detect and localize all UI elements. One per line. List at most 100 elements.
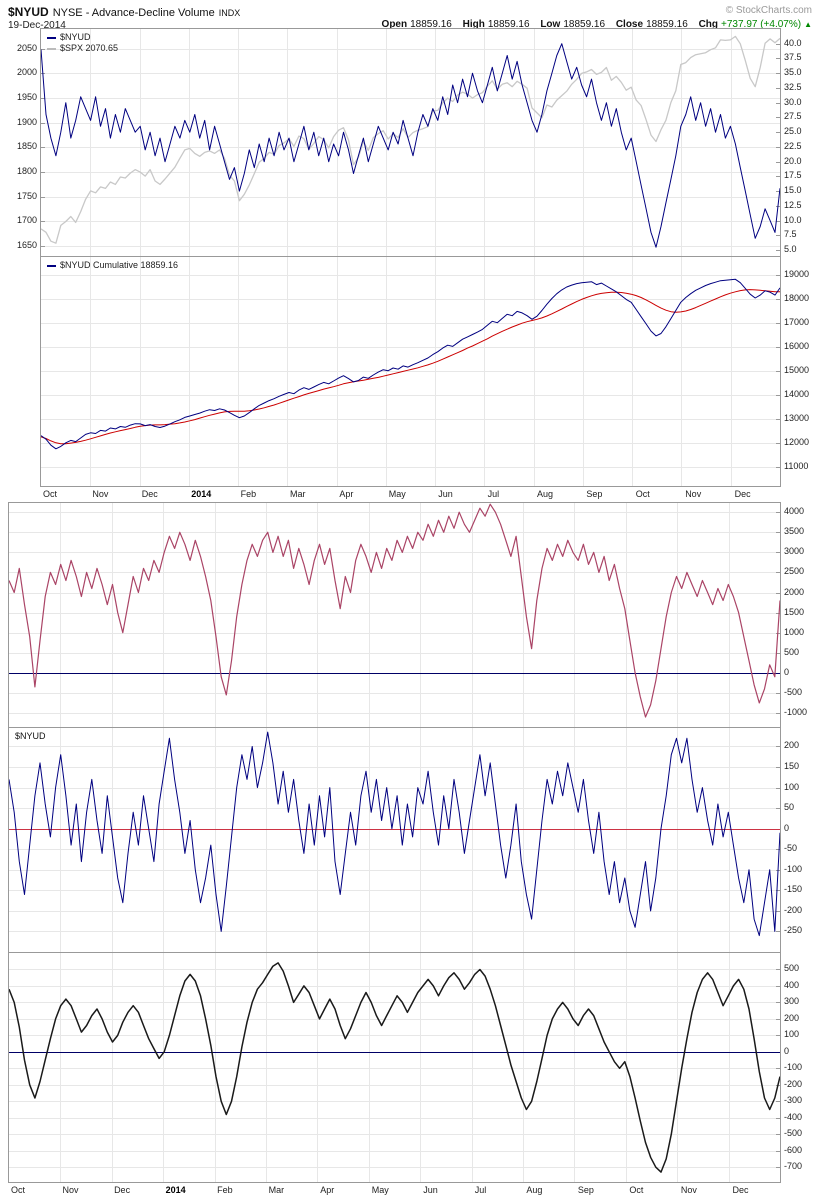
x-axis-label: Apr xyxy=(339,489,354,499)
y-axis-label: 15.0 xyxy=(784,185,802,196)
close-value: 18859.16 xyxy=(646,19,688,30)
chart-date: 19-Dec-2014 xyxy=(8,20,66,31)
y-axis-label: 2500 xyxy=(784,566,805,577)
x-axis-label: Nov xyxy=(685,489,702,499)
x-axis-label: Dec xyxy=(734,489,751,499)
y-axis-label: 500 xyxy=(784,646,800,657)
x-axis-label: Aug xyxy=(526,1185,543,1195)
x-axis-label: Feb xyxy=(240,489,257,499)
y-axis-label: 32.5 xyxy=(784,81,802,92)
x-axis-label: May xyxy=(388,489,406,499)
y-axis-label: 20.0 xyxy=(784,155,802,166)
y-axis-label: 14000 xyxy=(784,388,810,399)
y-axis-label: 7.5 xyxy=(784,229,797,240)
legend-entry: $NYUD xyxy=(15,731,46,742)
y-axis-label: 11000 xyxy=(784,460,809,471)
x-axis-label: Aug xyxy=(537,489,554,499)
right-axis-labels-lower: 4000 3500 3000 2500 2000 1500 1000 500 0 -500 -100… xyxy=(784,502,818,1183)
high-value: 18859.16 xyxy=(487,19,530,30)
y-axis-label: -250 xyxy=(784,925,803,936)
x-axis-label: Dec xyxy=(732,1185,749,1195)
y-axis-label: 2000 xyxy=(16,67,37,78)
y-axis-label: 17.5 xyxy=(784,170,802,181)
panel-smoothed xyxy=(9,953,780,1182)
x-axis-label: Oct xyxy=(11,1185,26,1195)
panel-nyud-spx: $NYUD $SPX 2070.65 xyxy=(41,29,780,257)
x-axis-label: Apr xyxy=(320,1185,335,1195)
nyud-cumulative-plot xyxy=(41,257,780,486)
copyright: © StockCharts.com xyxy=(725,5,812,16)
y-axis-label: 2000 xyxy=(784,586,805,597)
y-axis-label: 22.5 xyxy=(784,140,802,151)
upper-chart-box: $NYUD $SPX 2070.65 $NYUD Cumulative 18859… xyxy=(40,28,781,487)
y-axis-label: 150 xyxy=(784,761,800,772)
x-axis-label: Nov xyxy=(680,1185,697,1195)
legend-label: $SPX 2070.65 xyxy=(60,43,119,53)
y-axis-label: 1000 xyxy=(784,626,805,637)
symbol: $NYUD xyxy=(8,5,49,19)
y-axis-label: 1750 xyxy=(16,190,37,201)
smoothed-oscillator-plot xyxy=(9,953,780,1182)
legend-entry: $NYUD Cumulative 18859.16 xyxy=(47,260,178,271)
change-label: Chg xyxy=(698,19,719,30)
y-axis-label: -100 xyxy=(784,863,803,874)
open-value: 18859.16 xyxy=(410,19,452,30)
x-axis-label: Dec xyxy=(114,1185,131,1195)
x-axis-label: May xyxy=(371,1185,389,1195)
x-axis-label: Jun xyxy=(423,1185,438,1195)
y-axis-label: 16000 xyxy=(784,340,810,351)
chart-title: $NYUD NYSE - Advance-Decline Volume INDX xyxy=(8,5,240,19)
x-axis-label: Jul xyxy=(487,489,500,499)
legend-dash-icon xyxy=(47,36,56,39)
up-arrow-icon: ▲ xyxy=(804,20,812,29)
y-axis-label: -500 xyxy=(784,686,803,697)
y-axis-label: 5.0 xyxy=(784,244,797,255)
x-axis-label: Jul xyxy=(474,1185,487,1195)
x-axis-label: 2014 xyxy=(191,489,212,499)
y-axis-label: -200 xyxy=(784,1078,803,1089)
y-axis-label: 100 xyxy=(784,1029,800,1040)
y-axis-label: -300 xyxy=(784,1095,803,1106)
panel-legend: $NYUD xyxy=(15,731,46,742)
x-axis-label: Nov xyxy=(92,489,109,499)
x-axis-label: Nov xyxy=(62,1185,79,1195)
y-axis-label: 10.0 xyxy=(784,214,802,225)
y-axis-label: 37.5 xyxy=(784,52,802,63)
x-axis-label: Oct xyxy=(629,1185,644,1195)
y-axis-label: 12000 xyxy=(784,436,810,447)
right-axis-labels-upper: 40.0 37.5 35.0 32.5 30.0 27.5 25.0 22.5 20.0 17.5… xyxy=(784,28,818,487)
x-axis-months-lower: Oct Nov Dec 2014 Feb Mar Apr May Jun Jul Aug Sep Oct… xyxy=(8,1185,781,1197)
y-axis-label: -600 xyxy=(784,1144,803,1155)
y-axis-label: 27.5 xyxy=(784,111,802,122)
x-axis-label: 2014 xyxy=(165,1185,186,1195)
y-axis-label: 2050 xyxy=(16,42,37,53)
y-axis-label: 4000 xyxy=(784,506,805,517)
panel-nyud-cumulative: $NYUD Cumulative 18859.16 xyxy=(41,257,780,486)
legend-entry: $NYUD xyxy=(47,32,118,43)
y-axis-label: -150 xyxy=(784,884,803,895)
y-axis-label: 500 xyxy=(784,963,800,974)
y-axis-label: 200 xyxy=(784,1012,800,1023)
y-axis-label: 18000 xyxy=(784,292,810,303)
y-axis-label: 19000 xyxy=(784,268,810,279)
y-axis-label: -1000 xyxy=(784,706,808,717)
x-axis-label: Dec xyxy=(141,489,158,499)
y-axis-label: 300 xyxy=(784,996,800,1007)
y-axis-label: 3500 xyxy=(784,526,805,537)
y-axis-label: -400 xyxy=(784,1111,803,1122)
x-axis-months-upper: Oct Nov Dec 2014 Feb Mar Apr May Jun Jul Aug Sep Oct… xyxy=(40,489,781,501)
x-axis-label: Sep xyxy=(577,1185,594,1195)
ohlc-row: Open 18859.16 High 18859.16 Low 18859.16 Cl… xyxy=(382,19,812,30)
panel-legend: $NYUD Cumulative 18859.16 xyxy=(47,260,178,271)
y-axis-label: 25.0 xyxy=(784,126,802,137)
ad-volume-oscillator-plot xyxy=(9,503,780,727)
y-axis-label: 1900 xyxy=(16,116,37,127)
x-axis-label: Oct xyxy=(43,489,58,499)
close-label: Close xyxy=(615,19,644,30)
x-axis-label: Mar xyxy=(290,489,306,499)
y-axis-label: 1800 xyxy=(16,166,37,177)
y-axis-label: 1650 xyxy=(16,240,37,251)
nyud-vs-spx-plot xyxy=(41,29,780,256)
y-axis-label: 3000 xyxy=(784,546,805,557)
panel-ad-volume xyxy=(9,503,780,728)
